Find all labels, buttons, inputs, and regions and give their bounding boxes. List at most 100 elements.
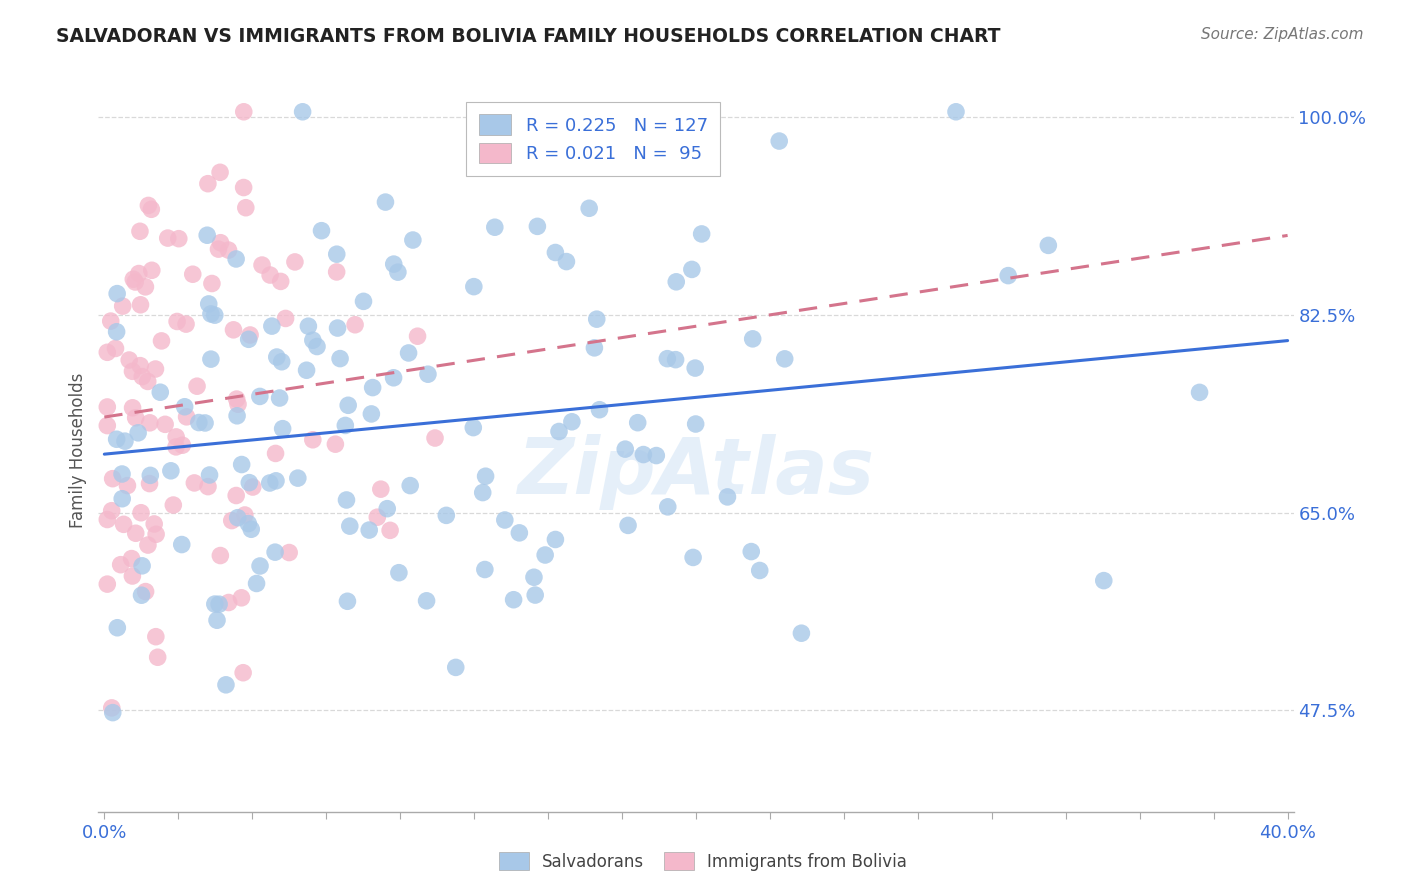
Point bbox=[197, 177, 219, 191]
Point bbox=[105, 325, 128, 339]
Point bbox=[209, 549, 232, 563]
Point bbox=[232, 104, 254, 119]
Point bbox=[578, 201, 600, 215]
Legend: R = 0.225   N = 127, R = 0.021   N =  95: R = 0.225 N = 127, R = 0.021 N = 95 bbox=[465, 102, 720, 176]
Point bbox=[117, 478, 139, 492]
Point bbox=[326, 321, 349, 335]
Point bbox=[145, 527, 167, 541]
Point bbox=[232, 665, 254, 680]
Point bbox=[274, 311, 297, 326]
Point bbox=[716, 490, 738, 504]
Point bbox=[111, 491, 134, 506]
Point bbox=[222, 323, 245, 337]
Point bbox=[526, 219, 548, 234]
Point bbox=[245, 576, 267, 591]
Point bbox=[523, 570, 546, 584]
Point bbox=[121, 551, 143, 566]
Point bbox=[1092, 574, 1115, 588]
Point bbox=[291, 104, 314, 119]
Point bbox=[773, 351, 796, 366]
Point bbox=[353, 294, 375, 309]
Point bbox=[336, 594, 359, 608]
Point bbox=[378, 524, 401, 538]
Point bbox=[162, 498, 184, 512]
Point bbox=[186, 379, 208, 393]
Point bbox=[690, 227, 713, 241]
Point bbox=[207, 242, 229, 256]
Point bbox=[187, 416, 209, 430]
Point bbox=[238, 475, 260, 490]
Point bbox=[583, 341, 606, 355]
Point bbox=[406, 329, 429, 343]
Point bbox=[139, 416, 162, 430]
Point bbox=[226, 510, 249, 524]
Point bbox=[1038, 238, 1060, 252]
Point bbox=[297, 319, 319, 334]
Point bbox=[375, 501, 398, 516]
Point bbox=[463, 279, 485, 293]
Point bbox=[269, 391, 291, 405]
Point bbox=[166, 314, 188, 328]
Point bbox=[302, 333, 325, 347]
Point bbox=[131, 588, 153, 602]
Point bbox=[143, 516, 166, 531]
Point bbox=[200, 352, 222, 367]
Point bbox=[278, 545, 301, 559]
Point bbox=[645, 449, 668, 463]
Point bbox=[502, 592, 524, 607]
Point bbox=[153, 417, 176, 432]
Y-axis label: Family Households: Family Households bbox=[69, 373, 87, 528]
Point bbox=[160, 464, 183, 478]
Point bbox=[484, 220, 506, 235]
Point bbox=[416, 368, 439, 382]
Point bbox=[225, 252, 247, 266]
Point bbox=[685, 417, 707, 431]
Point bbox=[1188, 385, 1211, 400]
Point bbox=[112, 517, 135, 532]
Point bbox=[295, 363, 318, 377]
Point bbox=[768, 134, 790, 148]
Point bbox=[125, 526, 148, 541]
Point bbox=[181, 267, 204, 281]
Point bbox=[129, 298, 152, 312]
Point bbox=[146, 650, 169, 665]
Point bbox=[463, 420, 485, 434]
Point bbox=[96, 577, 118, 591]
Point bbox=[96, 512, 118, 526]
Point bbox=[614, 442, 637, 457]
Point bbox=[259, 268, 281, 282]
Point bbox=[260, 319, 283, 334]
Point bbox=[250, 258, 273, 272]
Point bbox=[141, 263, 163, 277]
Point bbox=[665, 352, 688, 367]
Point bbox=[326, 247, 349, 261]
Point bbox=[544, 245, 567, 260]
Point bbox=[121, 569, 143, 583]
Point bbox=[141, 202, 163, 217]
Point bbox=[231, 458, 253, 472]
Point bbox=[104, 342, 127, 356]
Point bbox=[215, 678, 238, 692]
Point bbox=[657, 500, 679, 514]
Text: SALVADORAN VS IMMIGRANTS FROM BOLIVIA FAMILY HOUSEHOLDS CORRELATION CHART: SALVADORAN VS IMMIGRANTS FROM BOLIVIA FA… bbox=[56, 27, 1001, 45]
Point bbox=[129, 224, 152, 238]
Point bbox=[194, 416, 217, 430]
Legend: Salvadorans, Immigrants from Bolivia: Salvadorans, Immigrants from Bolivia bbox=[491, 844, 915, 880]
Point bbox=[138, 198, 160, 212]
Point bbox=[741, 332, 763, 346]
Point bbox=[136, 538, 159, 552]
Point bbox=[122, 272, 145, 286]
Point bbox=[683, 361, 706, 376]
Point bbox=[337, 398, 360, 412]
Point bbox=[335, 493, 357, 508]
Point bbox=[240, 522, 263, 536]
Point bbox=[197, 480, 219, 494]
Point bbox=[96, 400, 118, 414]
Point bbox=[311, 224, 333, 238]
Point bbox=[204, 597, 226, 611]
Point bbox=[681, 262, 703, 277]
Point bbox=[149, 385, 172, 400]
Point bbox=[387, 265, 409, 279]
Point bbox=[382, 371, 405, 385]
Point bbox=[361, 381, 384, 395]
